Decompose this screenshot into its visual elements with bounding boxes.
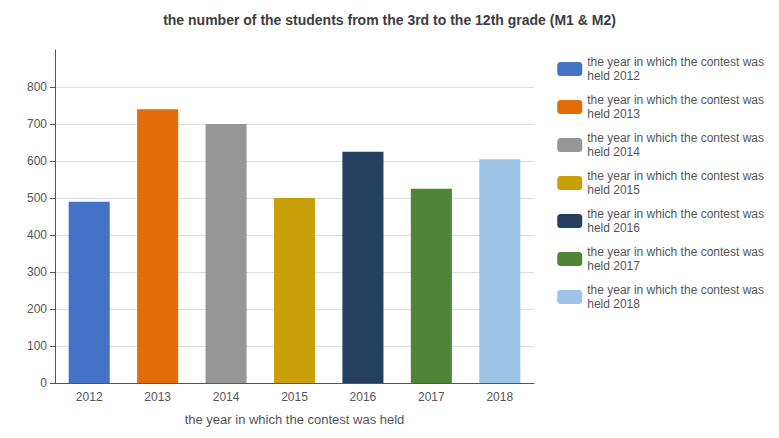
svg-text:800: 800 [27,80,47,94]
svg-text:the year in which the contest: the year in which the contest was [587,245,764,259]
svg-text:held 2014: held 2014 [587,145,640,159]
svg-text:the year in which the contest: the year in which the contest was held [185,412,405,427]
svg-text:2016: 2016 [350,390,377,404]
svg-text:held 2017: held 2017 [587,259,640,273]
svg-text:0: 0 [40,376,47,390]
svg-text:2018: 2018 [486,390,513,404]
svg-text:held 2013: held 2013 [587,107,640,121]
svg-text:100: 100 [27,339,47,353]
svg-text:the year in which the contest: the year in which the contest was [587,131,764,145]
svg-text:700: 700 [27,117,47,131]
svg-text:held 2018: held 2018 [587,297,640,311]
svg-text:held 2012: held 2012 [587,69,640,83]
svg-text:the year in which the contest: the year in which the contest was [587,55,764,69]
svg-text:the number of the students fro: the number of the students from the 3rd … [163,12,616,28]
svg-text:300: 300 [27,265,47,279]
svg-text:400: 400 [27,228,47,242]
svg-text:the year in which the contest: the year in which the contest was [587,93,764,107]
svg-text:2015: 2015 [281,390,308,404]
svg-text:2013: 2013 [144,390,171,404]
svg-text:the year in which the contest: the year in which the contest was [587,283,764,297]
svg-text:the year in which the contest: the year in which the contest was [587,207,764,221]
svg-text:2012: 2012 [76,390,103,404]
svg-text:the year in which the contest: the year in which the contest was [587,169,764,183]
svg-text:500: 500 [27,191,47,205]
svg-text:600: 600 [27,154,47,168]
svg-text:2017: 2017 [418,390,445,404]
svg-text:held 2015: held 2015 [587,183,640,197]
svg-text:2014: 2014 [213,390,240,404]
svg-text:held 2016: held 2016 [587,221,640,235]
svg-text:200: 200 [27,302,47,316]
